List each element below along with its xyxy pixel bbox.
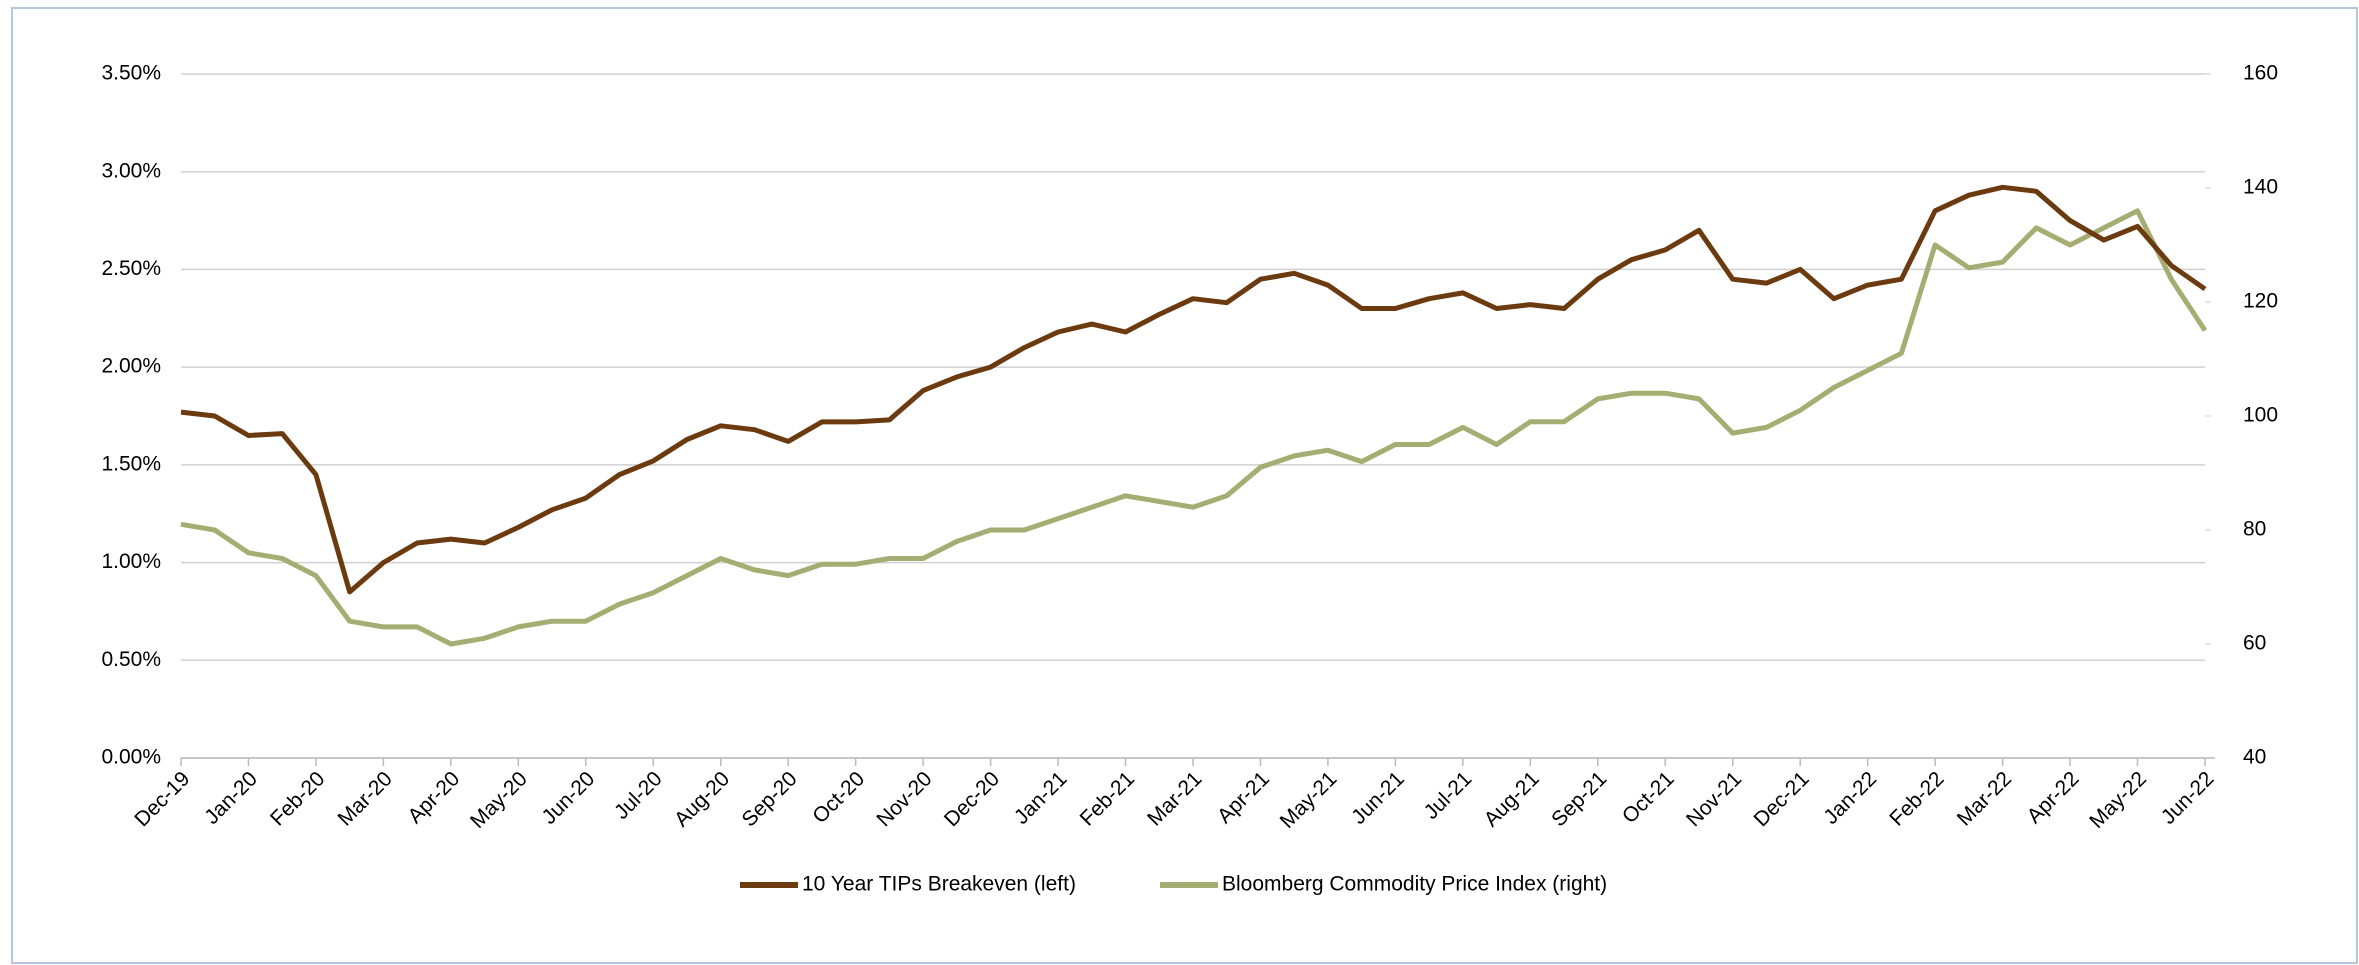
series-line xyxy=(180,184,2207,595)
x-tick-label: Mar-22 xyxy=(1953,767,2016,830)
x-tick-label: Jun-21 xyxy=(1347,767,1409,829)
x-tick-label: Nov-21 xyxy=(1682,767,1746,831)
x-tick-label: Mar-21 xyxy=(1143,767,1206,830)
x-tick-label: Apr-22 xyxy=(2023,767,2084,828)
x-tick-label: Sep-20 xyxy=(738,767,802,831)
y-tick-label: 1.50% xyxy=(101,452,161,475)
x-tick-label: Jun-22 xyxy=(2157,767,2219,829)
chart-border xyxy=(11,7,2358,964)
x-tick-label: Jan-20 xyxy=(200,767,262,829)
y2-tick-label: 80 xyxy=(2243,518,2266,541)
x-tick-label: Jul-20 xyxy=(610,767,667,824)
x-tick-label: Aug-20 xyxy=(670,767,734,831)
x-tick-label: Mar-20 xyxy=(334,767,397,830)
x-tick-label: Jul-21 xyxy=(1420,767,1477,824)
x-tick-label: May-20 xyxy=(466,767,532,833)
series-line xyxy=(180,208,2208,647)
y2-tick-label: 60 xyxy=(2243,632,2266,655)
y-tick-label: 2.50% xyxy=(101,257,161,280)
x-tick-label: Jun-20 xyxy=(538,767,600,829)
y-tick-label: 1.00% xyxy=(101,550,161,573)
x-tick-label: Feb-22 xyxy=(1885,767,1948,830)
y2-tick-label: 40 xyxy=(2243,746,2266,769)
x-tick-label: May-22 xyxy=(2085,767,2151,833)
x-tick-label: Jan-21 xyxy=(1010,767,1072,829)
y2-tick-label: 160 xyxy=(2243,62,2278,85)
x-tick-label: Apr-21 xyxy=(1213,767,1274,828)
x-tick-label: Oct-20 xyxy=(808,767,869,828)
x-tick-label: Oct-21 xyxy=(1618,767,1679,828)
x-tick-label: May-21 xyxy=(1276,767,1342,833)
y-tick-label: 0.00% xyxy=(101,746,161,769)
y-tick-label: 2.00% xyxy=(101,355,161,378)
x-tick-label: Dec-21 xyxy=(1750,767,1814,831)
y-tick-label: 3.50% xyxy=(101,62,161,85)
x-tick-label: Apr-20 xyxy=(403,767,464,828)
y-tick-label: 3.00% xyxy=(101,159,161,182)
legend-label: Bloomberg Commodity Price Index (right) xyxy=(1222,873,1607,896)
legend-label: 10 Year TIPs Breakeven (left) xyxy=(802,873,1076,896)
y-tick-label: 0.50% xyxy=(101,648,161,671)
x-tick-label: Dec-20 xyxy=(940,767,1004,831)
x-tick-label: Sep-21 xyxy=(1547,767,1611,831)
x-tick-label: Nov-20 xyxy=(872,767,936,831)
y2-tick-label: 140 xyxy=(2243,176,2278,199)
y2-tick-label: 120 xyxy=(2243,290,2278,313)
x-tick-label: Jan-22 xyxy=(1819,767,1881,829)
y2-tick-label: 100 xyxy=(2243,404,2278,427)
x-tick-label: Aug-21 xyxy=(1480,767,1544,831)
x-tick-label: Feb-21 xyxy=(1076,767,1139,830)
x-tick-label: Dec-19 xyxy=(130,767,194,831)
x-tick-label: Feb-20 xyxy=(266,767,329,830)
